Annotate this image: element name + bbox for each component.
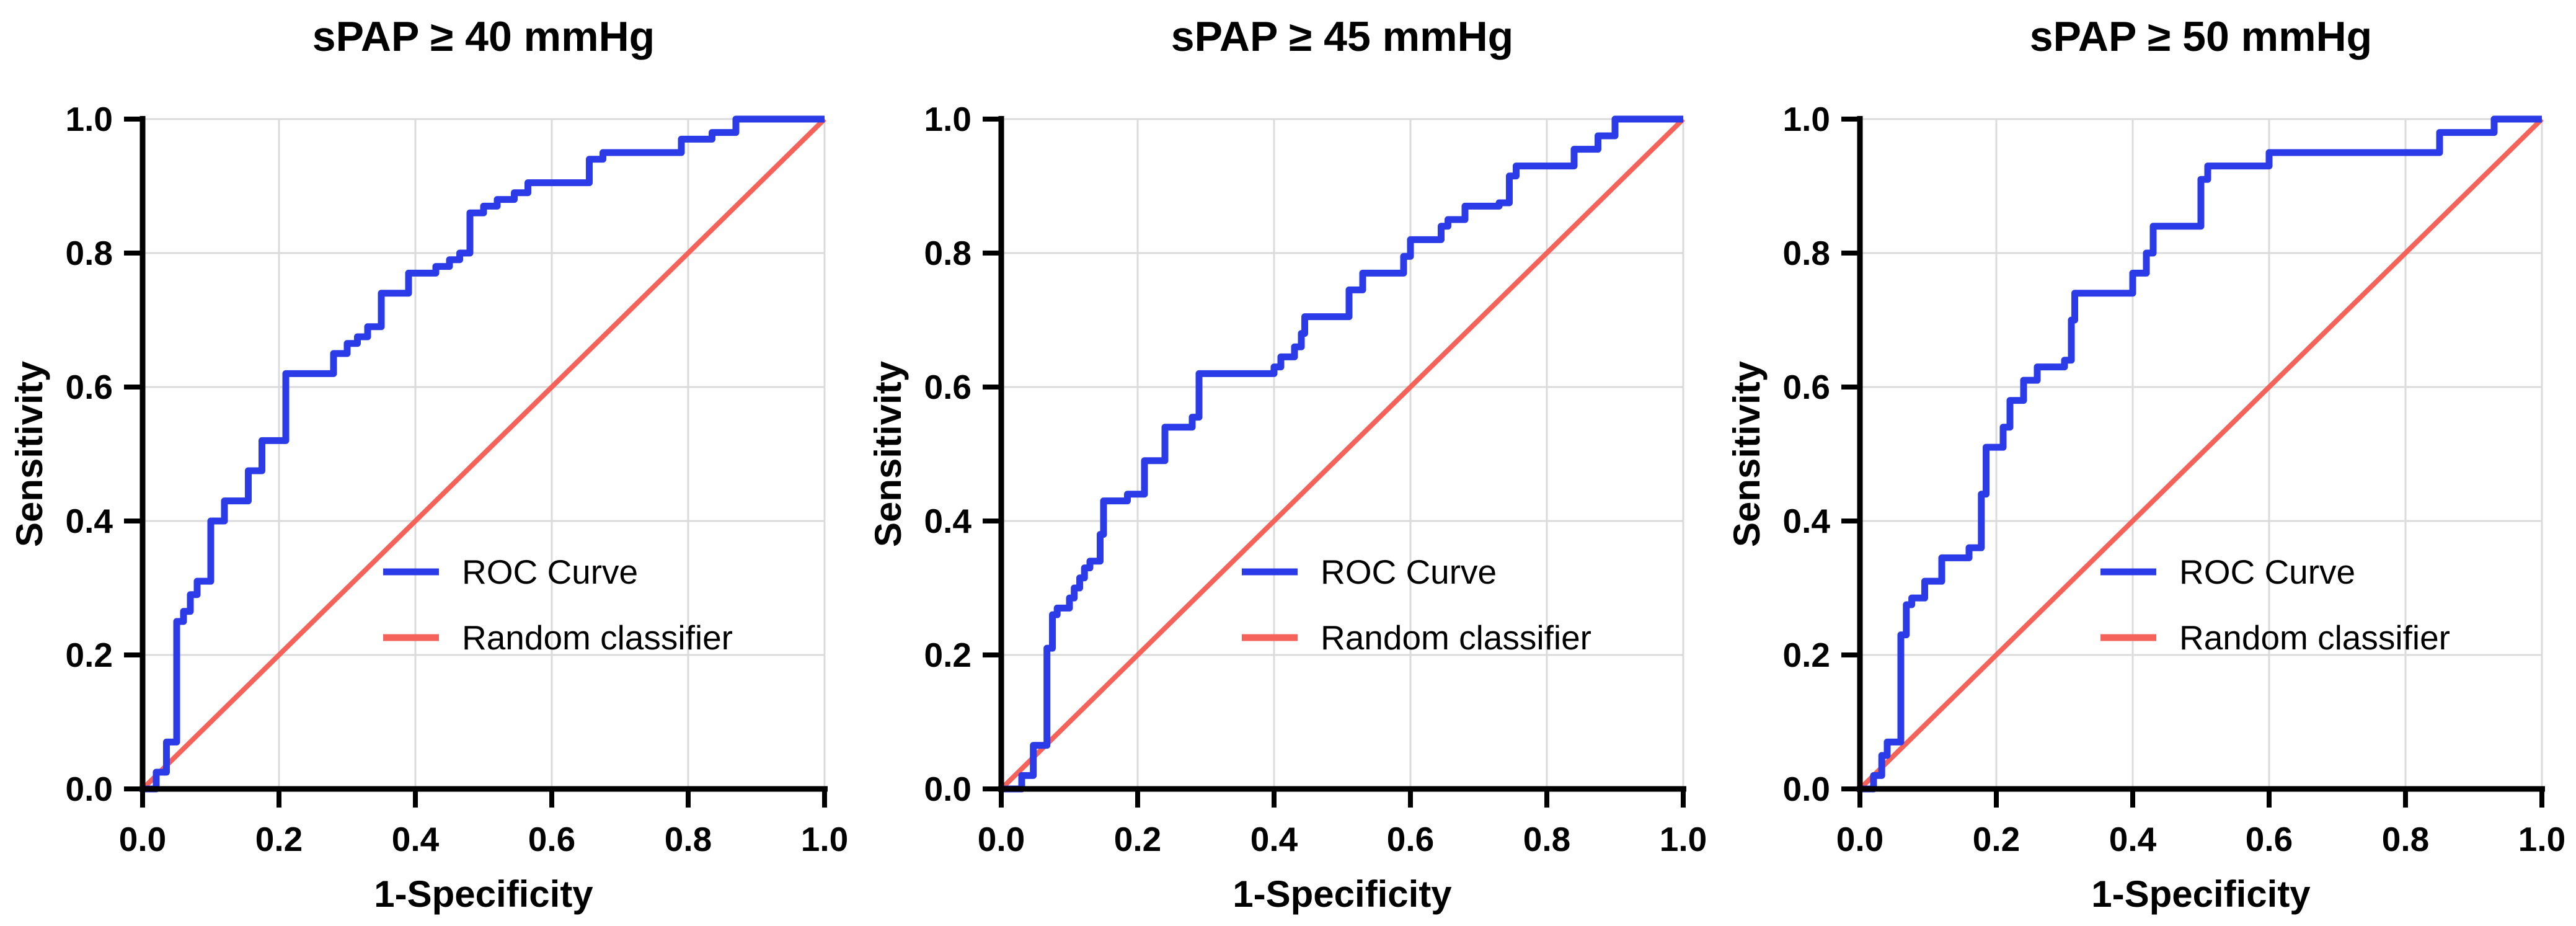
y-tick-label: 0.8 bbox=[924, 234, 972, 272]
y-tick-label: 1.0 bbox=[66, 100, 113, 138]
x-tick-label: 0.4 bbox=[392, 820, 440, 858]
x-tick-label: 0.6 bbox=[2246, 820, 2293, 858]
x-tick-label: 1.0 bbox=[2518, 820, 2565, 858]
y-tick-label: 0.4 bbox=[924, 502, 972, 540]
y-tick-label: 1.0 bbox=[924, 100, 972, 138]
random-classifier-line bbox=[999, 117, 1685, 791]
y-tick-label: 1.0 bbox=[1783, 100, 1830, 138]
x-tick-label: 0.8 bbox=[2382, 820, 2429, 858]
y-tick-label: 0.8 bbox=[66, 234, 113, 272]
legend-label: ROC Curve bbox=[1321, 553, 1497, 591]
x-tick-label: 1.0 bbox=[1660, 820, 1707, 858]
panel-title: sPAP ≥ 40 mmHg bbox=[312, 13, 655, 60]
panel-title: sPAP ≥ 50 mmHg bbox=[2030, 13, 2372, 60]
y-tick-label: 0.6 bbox=[66, 368, 113, 406]
x-tick-label: 0.4 bbox=[1250, 820, 1298, 858]
plot-area: 0.00.0 0.2 0.2 0.4 0.4 0.6 0.6 0.8 0.8 1.0 1.0 ROC … bbox=[66, 100, 849, 858]
x-tick-label: 0.6 bbox=[1387, 820, 1434, 858]
y-tick-label: 0.2 bbox=[66, 636, 113, 674]
y-tick-label: 0.8 bbox=[1783, 234, 1830, 272]
roc-curve-line bbox=[143, 115, 825, 793]
x-axis-label: 1-Specificity bbox=[374, 873, 593, 915]
y-tick-label: 0.2 bbox=[1783, 636, 1830, 674]
y-axis-label: Sensitivity bbox=[1726, 360, 1768, 547]
y-axis-label: Sensitivity bbox=[9, 360, 50, 547]
x-tick-label: 0.2 bbox=[255, 820, 303, 858]
y-tick-label: 0.0 bbox=[924, 770, 972, 808]
x-tick-label: 0.2 bbox=[1973, 820, 2020, 858]
x-tick-label: 0.8 bbox=[1523, 820, 1570, 858]
y-tick-label: 0.6 bbox=[1783, 368, 1830, 406]
legend-label: ROC Curve bbox=[462, 553, 638, 591]
x-axis-label: 1-Specificity bbox=[2091, 873, 2311, 915]
roc-panel-spap50: sPAP ≥ 50 mmHg Sensitivity 1-Specificity… bbox=[1726, 13, 2566, 915]
roc-curve-line bbox=[1001, 115, 1683, 793]
panel-title: sPAP ≥ 45 mmHg bbox=[1171, 13, 1513, 60]
y-tick-label: 0.6 bbox=[924, 368, 972, 406]
legend-label: Random classifier bbox=[462, 618, 733, 657]
x-tick-label: 0.4 bbox=[2109, 820, 2157, 858]
y-tick-label: 0.4 bbox=[1783, 502, 1831, 540]
roc-curve-line bbox=[1859, 115, 2542, 793]
y-tick-label: 0.4 bbox=[66, 502, 113, 540]
plot-area: 0.00.0 0.2 0.2 0.4 0.4 0.6 0.6 0.8 0.8 1.0 1.0 ROC … bbox=[1783, 100, 2566, 858]
y-tick-label: 0.0 bbox=[1783, 770, 1830, 808]
y-axis-label: Sensitivity bbox=[867, 360, 909, 547]
legend-label: ROC Curve bbox=[2179, 553, 2355, 591]
random-classifier-line bbox=[141, 117, 826, 791]
x-tick-label: 0.0 bbox=[1836, 820, 1883, 858]
random-classifier-line bbox=[1858, 117, 2544, 791]
x-tick-label: 1.0 bbox=[801, 820, 848, 858]
x-axis-label: 1-Specificity bbox=[1233, 873, 1452, 915]
x-tick-label: 0.0 bbox=[119, 820, 166, 858]
roc-panel-spap40: sPAP ≥ 40 mmHg Sensitivity 1-Specificity… bbox=[9, 13, 849, 915]
x-tick-label: 0.2 bbox=[1114, 820, 1161, 858]
plot-area: 0.00.0 0.2 0.2 0.4 0.4 0.6 0.6 0.8 0.8 1.0 1.0 ROC … bbox=[924, 100, 1707, 858]
y-tick-label: 0.2 bbox=[924, 636, 972, 674]
x-tick-label: 0.8 bbox=[665, 820, 712, 858]
y-tick-label: 0.0 bbox=[66, 770, 113, 808]
legend-label: Random classifier bbox=[2179, 618, 2450, 657]
x-tick-label: 0.6 bbox=[528, 820, 575, 858]
roc-panel-spap45: sPAP ≥ 45 mmHg Sensitivity 1-Specificity… bbox=[867, 13, 1707, 915]
x-tick-label: 0.0 bbox=[978, 820, 1025, 858]
legend-label: Random classifier bbox=[1321, 618, 1591, 657]
